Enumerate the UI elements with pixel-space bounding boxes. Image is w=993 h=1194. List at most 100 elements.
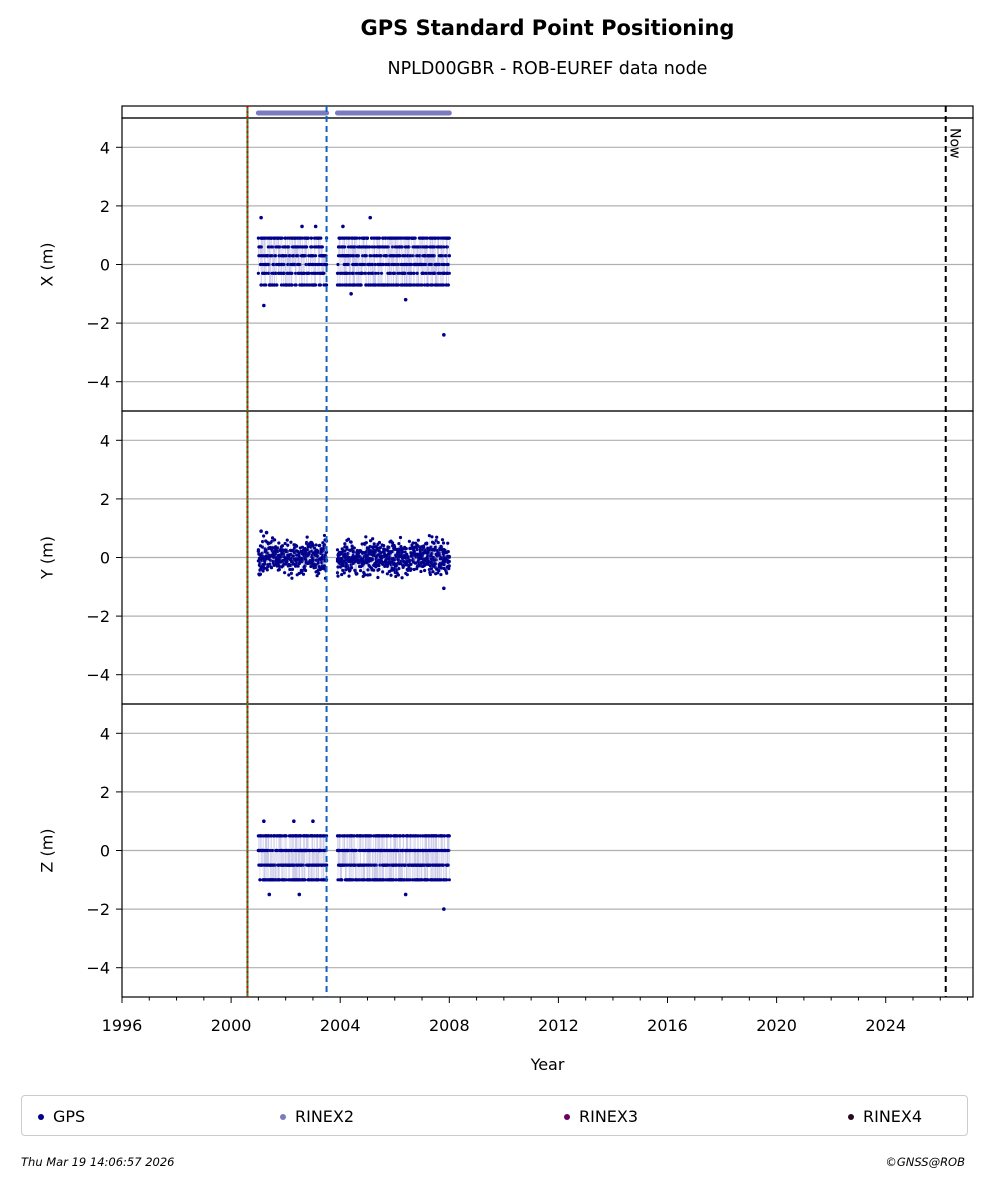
data-point [340, 878, 344, 882]
data-point [346, 262, 351, 267]
chart-plot-area: 4 2 0 −2 −4 X (m) 4 2 0 −2 −4 Y (m) 4 2 0 −2 −4 Z (m) Now 1… [38, 105, 974, 1074]
data-point [355, 262, 360, 267]
data-point [336, 565, 340, 569]
data-point [277, 541, 281, 545]
data-point [276, 546, 280, 550]
data-point [346, 551, 350, 556]
data-point [311, 819, 315, 823]
data-point [274, 254, 278, 258]
data-point [267, 262, 271, 267]
data-point [336, 262, 340, 267]
data-point [412, 271, 416, 275]
data-point [420, 283, 424, 287]
data-point [409, 262, 414, 267]
data-point [352, 271, 356, 275]
data-point [426, 283, 430, 287]
data-point [377, 567, 381, 572]
data-point [402, 564, 406, 568]
data-point [314, 543, 318, 547]
data-point [352, 546, 356, 550]
data-point [360, 542, 364, 546]
data-point [258, 572, 263, 576]
data-point [385, 572, 389, 576]
data-point [324, 283, 329, 287]
data-point [274, 271, 278, 275]
data-point [352, 550, 356, 554]
data-point [442, 333, 446, 337]
data-point [439, 566, 444, 570]
data-point [313, 254, 318, 258]
data-point [387, 545, 391, 550]
data-point [434, 539, 438, 543]
data-point [290, 271, 294, 275]
data-point [441, 541, 446, 545]
data-point [377, 564, 381, 568]
data-point [377, 540, 382, 545]
data-point [318, 543, 322, 547]
data-point [389, 573, 393, 577]
data-point [285, 538, 289, 542]
data-point [436, 540, 440, 545]
data-point [413, 236, 417, 240]
x-tick-label: 2008 [429, 1016, 470, 1035]
data-point [304, 262, 308, 267]
data-point [379, 254, 383, 258]
data-point [285, 549, 289, 554]
data-point [262, 534, 266, 538]
data-point [273, 538, 277, 542]
data-point [406, 568, 410, 572]
data-point [340, 572, 344, 577]
data-point [264, 530, 269, 535]
data-point [358, 569, 363, 573]
data-point [386, 245, 391, 249]
footer-copyright: ©GNSS@ROB [885, 1155, 965, 1169]
data-point [346, 537, 351, 541]
data-point [317, 571, 321, 576]
data-point [396, 262, 400, 267]
data-point [407, 245, 411, 249]
data-point [446, 863, 450, 867]
data-point [396, 573, 400, 577]
data-point [359, 283, 363, 287]
data-point [418, 254, 422, 258]
data-point [306, 236, 310, 240]
data-point [270, 539, 274, 543]
data-point [399, 544, 403, 549]
data-point [428, 572, 433, 577]
data-point [292, 819, 296, 823]
data-point [342, 562, 346, 566]
data-point [294, 271, 298, 275]
data-point [347, 574, 351, 578]
data-point [402, 834, 406, 838]
data-point [369, 254, 373, 258]
data-point [322, 546, 326, 550]
data-point [434, 558, 438, 562]
data-point [378, 863, 382, 867]
data-point [270, 536, 275, 540]
data-point [389, 834, 393, 838]
data-point [256, 549, 260, 553]
data-point [404, 863, 408, 867]
data-point [434, 545, 438, 549]
x-axis-label: Year [530, 1055, 565, 1074]
y-tick-label: 2 [100, 197, 110, 216]
data-point [343, 245, 347, 249]
chart-title: GPS Standard Point Positioning [360, 16, 735, 40]
data-point [324, 863, 329, 867]
y-tick-label: −2 [86, 900, 110, 919]
data-point [352, 834, 356, 838]
data-point [297, 892, 302, 897]
data-point [364, 541, 368, 545]
legend-item-rinex2: RINEX2 [280, 1096, 354, 1137]
data-point [400, 245, 404, 249]
data-point [260, 551, 264, 555]
y-tick-label: 4 [100, 724, 110, 743]
data-point [440, 538, 445, 542]
data-point [376, 575, 380, 580]
data-point [350, 566, 354, 570]
data-point [413, 550, 417, 555]
data-point [259, 245, 264, 249]
data-point [264, 548, 268, 552]
data-point [274, 552, 278, 556]
data-point [447, 236, 451, 240]
